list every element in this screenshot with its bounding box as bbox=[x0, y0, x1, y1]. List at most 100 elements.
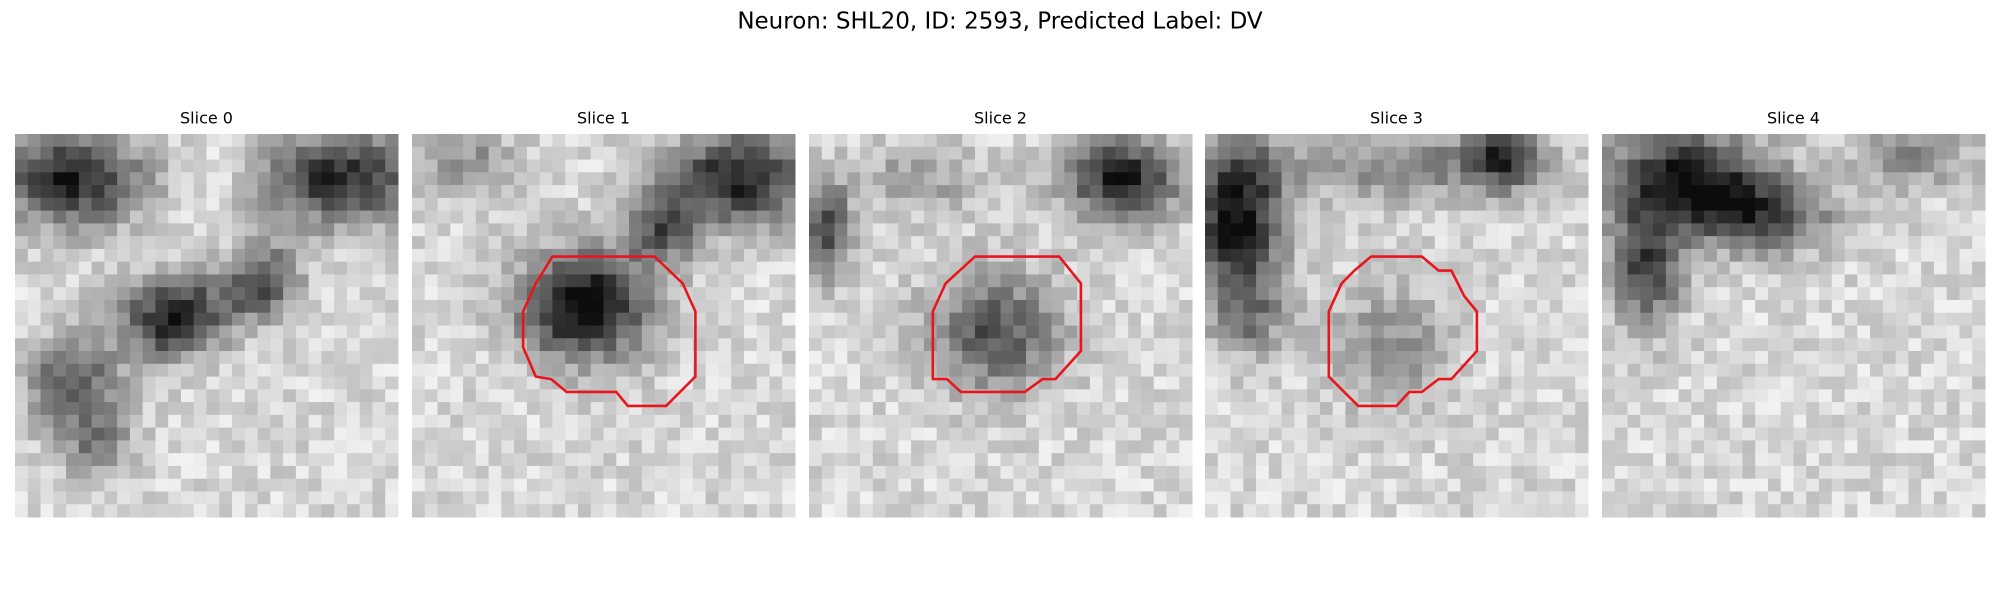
pixel bbox=[78, 402, 93, 416]
pixel bbox=[743, 389, 758, 403]
pixel bbox=[1051, 465, 1065, 480]
pixel bbox=[1383, 389, 1397, 403]
pixel bbox=[1166, 325, 1180, 339]
pixel bbox=[1383, 159, 1397, 173]
pixel bbox=[821, 274, 836, 288]
pixel bbox=[1870, 414, 1884, 429]
pixel bbox=[1793, 465, 1807, 480]
pixel bbox=[1562, 146, 1576, 161]
pixel bbox=[385, 491, 399, 505]
pixel bbox=[1089, 414, 1104, 429]
pixel bbox=[1959, 274, 1973, 288]
pixel bbox=[1678, 427, 1692, 441]
pixel bbox=[834, 376, 848, 390]
pixel bbox=[437, 197, 451, 212]
pixel bbox=[117, 427, 131, 441]
pixel bbox=[78, 351, 93, 365]
pixel bbox=[1921, 261, 1935, 275]
pixel bbox=[1473, 248, 1487, 263]
pixel bbox=[1307, 414, 1321, 429]
pixel bbox=[552, 172, 566, 186]
pixel bbox=[1243, 389, 1257, 403]
pixel bbox=[104, 491, 118, 505]
pixel bbox=[1256, 134, 1270, 148]
pixel bbox=[1498, 325, 1512, 339]
pixel bbox=[590, 159, 604, 173]
pixel bbox=[385, 210, 399, 224]
pixel bbox=[1755, 389, 1769, 403]
pixel bbox=[53, 414, 67, 429]
pixel bbox=[1294, 172, 1308, 186]
pixel bbox=[1793, 159, 1807, 173]
pixel bbox=[1767, 338, 1782, 352]
pixel bbox=[78, 491, 93, 505]
pixel bbox=[782, 491, 796, 505]
pixel bbox=[308, 287, 322, 301]
pixel bbox=[142, 134, 156, 148]
pixel bbox=[603, 299, 617, 314]
pixel bbox=[1038, 274, 1053, 288]
pixel bbox=[526, 338, 541, 352]
pixel bbox=[654, 172, 668, 186]
pixel bbox=[295, 185, 310, 199]
pixel bbox=[1614, 146, 1629, 161]
pixel bbox=[1473, 325, 1487, 339]
pixel bbox=[257, 274, 271, 288]
pixel bbox=[91, 402, 105, 416]
pixel bbox=[1755, 172, 1769, 186]
pixel bbox=[1614, 197, 1629, 212]
pixel bbox=[501, 414, 515, 429]
pixel bbox=[603, 465, 617, 480]
pixel bbox=[987, 185, 1001, 199]
pixel bbox=[1358, 414, 1372, 429]
pixel bbox=[1627, 504, 1641, 518]
pixel bbox=[1844, 389, 1858, 403]
pixel bbox=[463, 210, 477, 224]
pixel bbox=[1614, 504, 1629, 518]
pixel bbox=[1780, 402, 1794, 416]
pixel bbox=[577, 159, 592, 173]
pixel bbox=[1256, 172, 1270, 186]
pixel bbox=[1767, 376, 1782, 390]
pixel bbox=[577, 440, 592, 454]
pixel bbox=[526, 299, 541, 314]
pixel bbox=[475, 363, 490, 378]
pixel bbox=[66, 261, 80, 275]
pixel bbox=[1691, 440, 1705, 454]
pixel bbox=[1536, 427, 1551, 441]
pixel bbox=[1602, 402, 1616, 416]
pixel bbox=[437, 453, 451, 467]
pixel bbox=[66, 197, 80, 212]
pixel bbox=[667, 159, 681, 173]
pixel bbox=[1498, 312, 1512, 326]
pixel bbox=[1806, 338, 1820, 352]
pixel bbox=[463, 453, 477, 467]
pixel bbox=[359, 402, 373, 416]
pixel bbox=[1716, 376, 1731, 390]
pixel bbox=[40, 248, 54, 263]
pixel bbox=[1614, 414, 1629, 429]
pixel bbox=[359, 325, 373, 339]
pixel bbox=[1755, 376, 1769, 390]
pixel bbox=[1064, 210, 1078, 224]
pixel bbox=[1051, 338, 1065, 352]
pixel bbox=[372, 338, 386, 352]
pixel bbox=[590, 414, 604, 429]
pixel bbox=[577, 223, 592, 237]
pixel bbox=[1614, 453, 1629, 467]
pixel bbox=[1716, 427, 1731, 441]
pixel bbox=[1716, 389, 1731, 403]
pixel bbox=[1064, 159, 1078, 173]
pixel bbox=[1128, 185, 1142, 199]
pixel bbox=[232, 402, 246, 416]
pixel bbox=[949, 287, 963, 301]
pixel bbox=[743, 363, 758, 378]
pixel bbox=[117, 414, 131, 429]
pixel bbox=[1870, 236, 1884, 250]
pixel bbox=[155, 248, 169, 263]
pixel bbox=[40, 478, 54, 492]
pixel bbox=[1026, 478, 1040, 492]
pixel bbox=[756, 465, 770, 480]
pixel bbox=[987, 287, 1001, 301]
pixel bbox=[1268, 197, 1283, 212]
